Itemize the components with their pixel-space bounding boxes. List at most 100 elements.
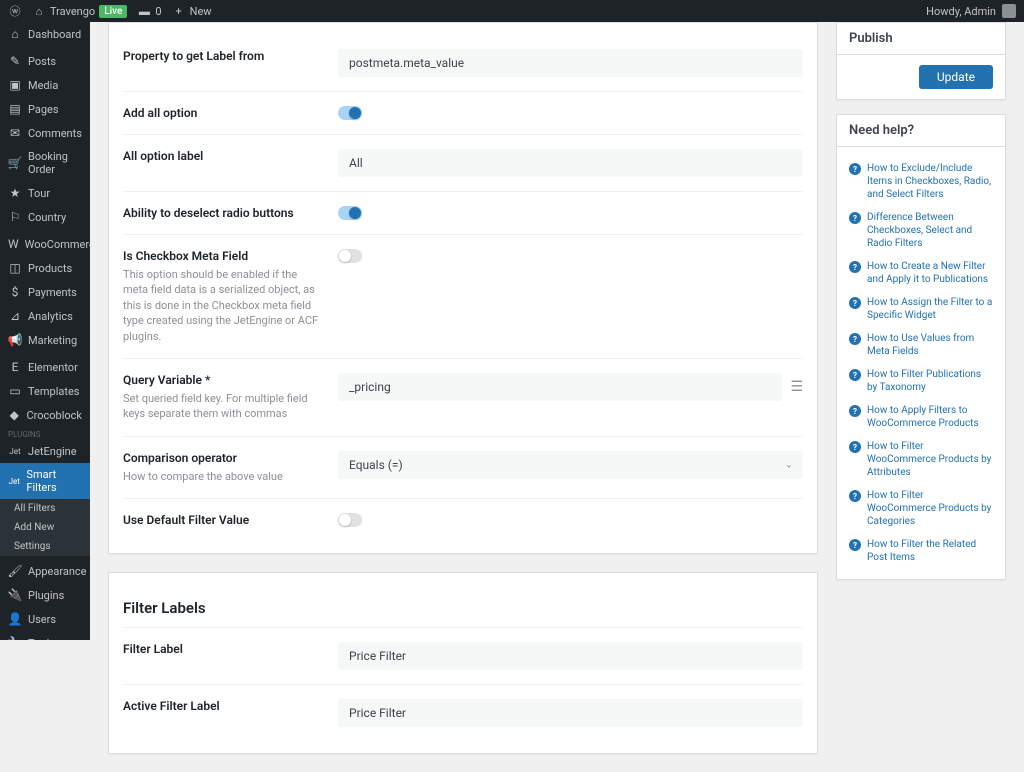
submenu-add-new[interactable]: Add New — [0, 518, 90, 537]
sidebar-item-templates[interactable]: ▭Templates — [0, 379, 90, 403]
active-filter-label-input[interactable] — [338, 699, 803, 727]
admin-sidebar: ⌂Dashboard ✎Posts ▣Media ▤Pages ✉Comment… — [0, 22, 90, 640]
help-item: ? How to Use Values from Meta Fields — [849, 327, 993, 363]
help-link[interactable]: How to Exclude/Include Items in Checkbox… — [867, 162, 993, 201]
question-icon: ? — [849, 333, 861, 345]
add-all-toggle[interactable] — [338, 106, 362, 120]
all-option-input[interactable] — [338, 149, 803, 177]
field-label: Use Default Filter Value — [123, 513, 338, 527]
checkbox-meta-toggle[interactable] — [338, 249, 362, 263]
field-label: Ability to deselect radio buttons — [123, 206, 338, 220]
field-label: Add all option — [123, 106, 338, 120]
sidebar-item-media[interactable]: ▣Media — [0, 73, 90, 97]
sidebar-label: JetEngine — [28, 445, 77, 458]
sidebar-item-dashboard[interactable]: ⌂Dashboard — [0, 22, 90, 46]
help-link[interactable]: How to Filter WooCommerce Products by Ca… — [867, 489, 993, 528]
new-link[interactable]: + New — [172, 4, 212, 18]
avatar[interactable] — [1002, 4, 1016, 18]
help-link[interactable]: How to Filter the Related Post Items — [867, 538, 993, 564]
help-item: ? How to Assign the Filter to a Specific … — [849, 291, 993, 327]
help-link[interactable]: How to Use Values from Meta Fields — [867, 332, 993, 358]
sidebar-item-analytics[interactable]: ⊿Analytics — [0, 304, 90, 328]
sidebar-label: Country — [28, 211, 66, 224]
sidebar-label: Booking Order — [28, 150, 82, 176]
submenu-all-filters[interactable]: All Filters — [0, 499, 90, 518]
update-button[interactable]: Update — [919, 65, 993, 89]
field-comparison: Comparison operator How to compare the a… — [123, 437, 803, 499]
payments-icon: $ — [8, 285, 22, 299]
field-all-option-label: All option label — [123, 135, 803, 192]
comment-icon: ▬ — [137, 4, 151, 18]
sidebar-label: Posts — [28, 55, 56, 68]
sidebar-item-comments[interactable]: ✉Comments — [0, 121, 90, 145]
sidebar-item-plugins[interactable]: 🔌Plugins — [0, 583, 90, 607]
help-link[interactable]: How to Create a New Filter and Apply it … — [867, 260, 993, 286]
help-item: ?Difference Between Checkboxes, Select a… — [849, 206, 993, 255]
tools-icon: 🔧 — [8, 636, 22, 640]
sidebar-item-country[interactable]: ⚐ Country — [0, 205, 90, 229]
field-desc: Set queried field key. For multiple fiel… — [123, 391, 323, 422]
sidebar-item-tour[interactable]: ★Tour — [0, 181, 90, 205]
sidebar-item-smartfilters[interactable]: JetSmart Filters — [0, 463, 90, 499]
sidebar-item-crocoblock[interactable]: ◆Crocoblock — [0, 403, 90, 427]
flag-icon: ⚐ — [8, 210, 22, 224]
sidebar-label: Comments — [28, 127, 82, 140]
sidebar-label: Elementor — [28, 361, 78, 374]
sidebar-item-products[interactable]: ◫Products — [0, 256, 90, 280]
sidebar-item-pages[interactable]: ▤Pages — [0, 97, 90, 121]
question-icon: ? — [849, 369, 861, 381]
help-link[interactable]: How to Apply Filters to WooCommerce Prod… — [867, 404, 993, 430]
woo-icon: W — [8, 237, 19, 251]
sidebar-label: Pages — [28, 103, 59, 116]
comments-link[interactable]: ▬ 0 — [137, 4, 161, 18]
help-link[interactable]: Difference Between Checkboxes, Select an… — [867, 211, 993, 250]
sidebar-item-jetengine[interactable]: Jet JetEngine — [0, 439, 90, 463]
help-item: ? How to Filter Publications by Taxonomy — [849, 363, 993, 399]
sidebar-label: Payments — [28, 286, 77, 299]
question-icon: ? — [849, 261, 861, 273]
sidebar-label: Plugins — [28, 589, 64, 602]
marketing-icon: 📢 — [8, 333, 22, 347]
main-content: Property to get Label from Add all optio… — [90, 22, 1024, 772]
sidebar-label: Appearance — [28, 565, 87, 578]
media-icon: ▣ — [8, 78, 22, 92]
default-filter-toggle[interactable] — [338, 513, 362, 527]
sidebar-label: Smart Filters — [26, 468, 82, 494]
field-label: Query Variable * — [123, 373, 338, 387]
query-var-input[interactable] — [338, 373, 782, 401]
site-link[interactable]: ⌂ Travengo Live — [32, 4, 127, 18]
products-icon: ◫ — [8, 261, 22, 275]
database-icon[interactable]: ☰ — [790, 379, 803, 395]
field-label: Comparison operator — [123, 451, 338, 465]
sidebar-item-tools[interactable]: 🔧Tools — [0, 631, 90, 640]
star-icon: ★ — [8, 186, 22, 200]
comment-count: 0 — [155, 5, 161, 18]
help-link[interactable]: How to Assign the Filter to a Specific W… — [867, 296, 993, 322]
help-link[interactable]: How to Filter Publications by Taxonomy — [867, 368, 993, 394]
property-input[interactable] — [338, 49, 803, 77]
wp-logo[interactable]: ⓦ — [8, 4, 22, 18]
filter-label-input[interactable] — [338, 642, 803, 670]
sidebar-label: Templates — [28, 385, 79, 398]
crocoblock-icon: ◆ — [8, 408, 20, 422]
sidebar-item-payments[interactable]: $ Payments — [0, 280, 90, 304]
sidebar-item-booking[interactable]: 🛒Booking Order — [0, 145, 90, 181]
sidebar-item-users[interactable]: 👤Users — [0, 607, 90, 631]
home-icon: ⌂ — [32, 4, 46, 18]
field-checkbox-meta: Is Checkbox Meta Field This option shoul… — [123, 235, 803, 359]
analytics-icon: ⊿ — [8, 309, 22, 323]
question-icon: ? — [849, 297, 861, 309]
help-link[interactable]: How to Filter WooCommerce Products by At… — [867, 440, 993, 479]
submenu-settings[interactable]: Settings — [0, 537, 90, 556]
howdy-text[interactable]: Howdy, Admin — [926, 5, 996, 18]
sidebar-item-woocommerce[interactable]: WWooCommerce — [0, 232, 90, 256]
sidebar-item-marketing[interactable]: 📢Marketing — [0, 328, 90, 352]
sidebar-item-posts[interactable]: ✎Posts — [0, 49, 90, 73]
comparison-select[interactable]: Equals (=) — [338, 451, 803, 479]
sidebar-item-elementor[interactable]: EElementor — [0, 355, 90, 379]
publish-panel: Publish Update — [836, 22, 1006, 100]
jetengine-icon: Jet — [8, 444, 22, 458]
help-list: ? How to Exclude/Include Items in Checkbo… — [837, 147, 1005, 579]
sidebar-item-appearance[interactable]: 🖌Appearance — [0, 559, 90, 583]
deselect-toggle[interactable] — [338, 206, 362, 220]
